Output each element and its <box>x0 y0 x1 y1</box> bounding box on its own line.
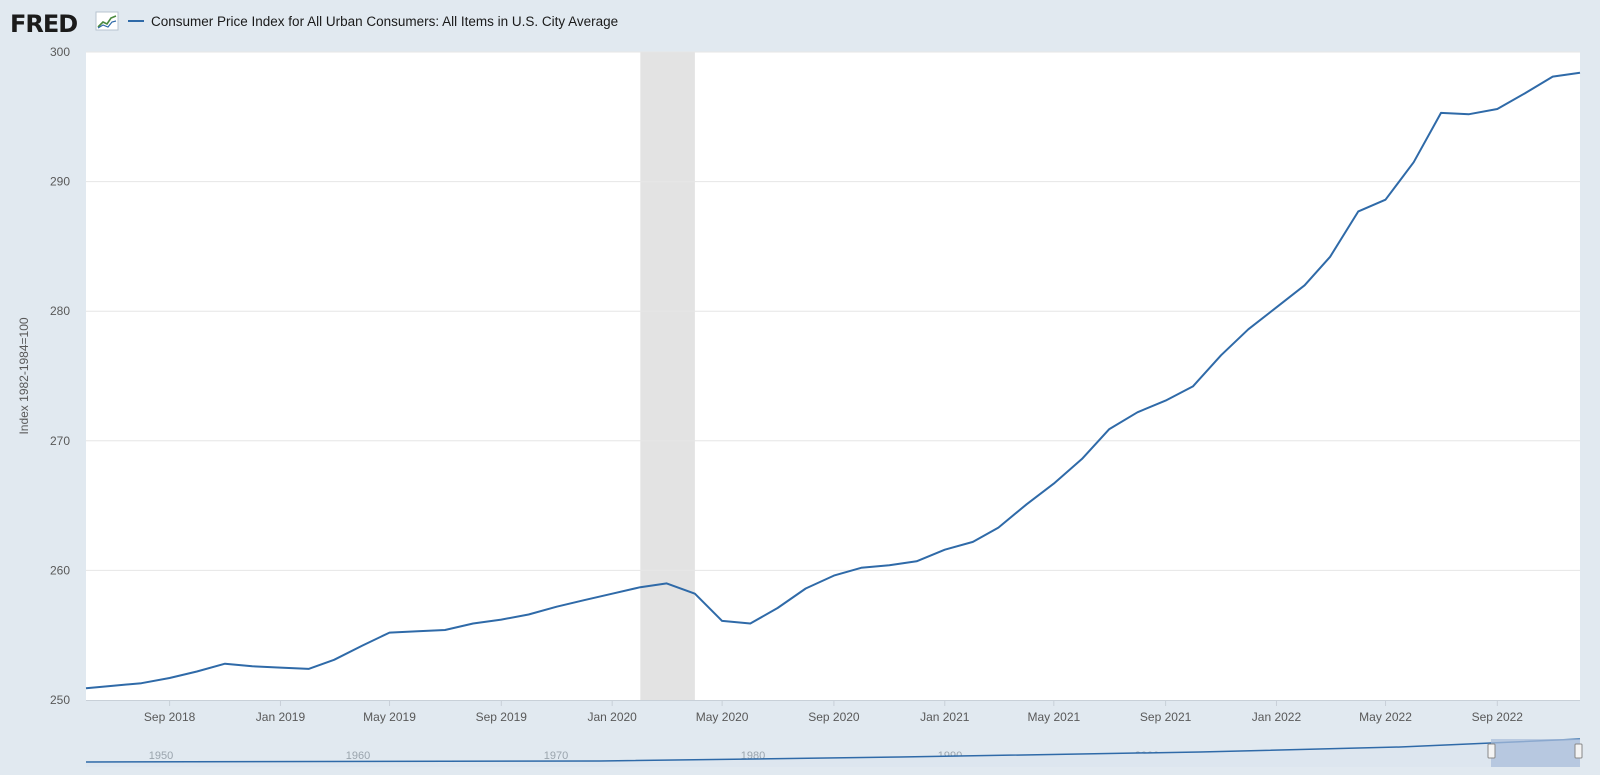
y-tick-label: 300 <box>50 45 70 59</box>
fred-logo-text: FRED <box>10 10 77 38</box>
legend-item[interactable]: Consumer Price Index for All Urban Consu… <box>128 14 618 29</box>
y-tick-label: 260 <box>50 563 70 577</box>
x-tick-label: Sep 2019 <box>476 710 528 724</box>
y-tick-label: 270 <box>50 434 70 448</box>
y-tick-label: 290 <box>50 175 70 189</box>
series-layer <box>85 71 1581 690</box>
x-tick-label: Sep 2018 <box>144 710 196 724</box>
y-axis-ticks: 250 260 270 280 290 300 <box>50 45 70 707</box>
x-tick-label: Jan 2022 <box>1252 710 1302 724</box>
x-axis-ticks: Sep 2018 Jan 2019 May 2019 Sep 2019 Jan 2020… <box>86 700 1580 724</box>
navigator-right-handle[interactable] <box>1574 743 1583 759</box>
x-tick-label: Sep 2021 <box>1140 710 1192 724</box>
range-navigator[interactable]: 19501960197019801990200020102020 <box>85 737 1583 767</box>
series-line[interactable] <box>85 71 1581 690</box>
x-tick-label: May 2021 <box>1027 710 1080 724</box>
recession-band <box>640 52 695 700</box>
fred-logo[interactable]: FRED <box>10 10 119 38</box>
plot-background <box>86 52 1580 700</box>
navigator-selected-range[interactable] <box>1491 739 1580 767</box>
grid-layer <box>86 51 1580 571</box>
y-tick-label: 280 <box>50 304 70 318</box>
recession-layer <box>640 52 695 700</box>
x-tick-label: May 2019 <box>363 710 416 724</box>
x-tick-label: Sep 2020 <box>808 710 860 724</box>
x-tick-label: Sep 2022 <box>1472 710 1524 724</box>
y-tick-label: 250 <box>50 693 70 707</box>
navigator-area <box>86 739 1580 767</box>
x-tick-label: Jan 2019 <box>256 710 306 724</box>
navigator-year-label: 1960 <box>346 750 370 762</box>
x-tick-label: Jan 2021 <box>920 710 970 724</box>
series-title: Consumer Price Index for All Urban Consu… <box>151 14 618 29</box>
navigator-line <box>85 738 1581 763</box>
navigator-left-handle[interactable] <box>1487 743 1496 759</box>
navigator-year-label: 1970 <box>544 750 568 762</box>
y-axis-label: Index 1982-1984=100 <box>17 317 31 434</box>
navigator-year-label: 1950 <box>149 750 173 762</box>
x-tick-label: May 2022 <box>1359 710 1412 724</box>
x-tick-label: Jan 2020 <box>587 710 637 724</box>
fred-logo-graph-icon <box>95 11 119 31</box>
x-tick-label: May 2020 <box>696 710 749 724</box>
